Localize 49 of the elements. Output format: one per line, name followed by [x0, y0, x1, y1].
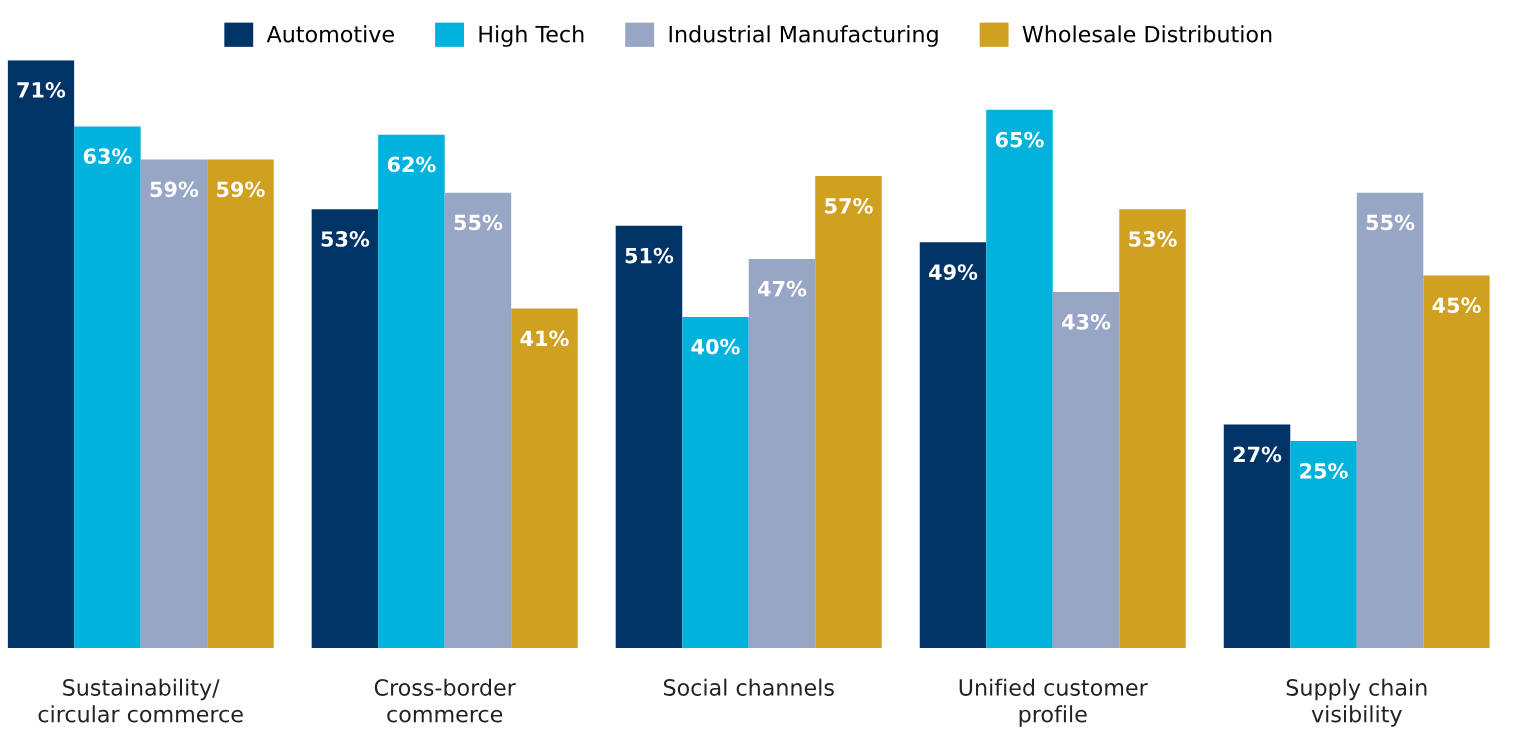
bar [140, 159, 208, 649]
bar [1223, 424, 1291, 649]
bar [311, 209, 379, 649]
data-label: 65% [995, 131, 1044, 148]
bar [511, 308, 578, 649]
bar [682, 316, 749, 649]
x-tick-label: Social channels [663, 678, 834, 696]
data-label: 55% [1366, 214, 1415, 231]
legend-label: Automotive [266, 25, 394, 43]
data-label: 62% [387, 156, 436, 173]
x-tick-label: Cross-border commerce [374, 678, 516, 723]
legend-label: Industrial Manufacturing [669, 25, 938, 47]
bar [615, 225, 683, 649]
data-label: 40% [691, 338, 740, 355]
x-tick-label: Sustainability/ circular commerce [38, 678, 243, 723]
bar [378, 134, 445, 649]
data-label: 59% [217, 181, 265, 198]
bar [207, 159, 274, 649]
data-label: 59% [150, 181, 199, 198]
data-label: 71% [17, 82, 66, 98]
bar [1423, 275, 1490, 649]
bar [74, 126, 141, 649]
bar [1356, 192, 1424, 649]
data-label: 57% [825, 197, 873, 214]
bar [815, 176, 882, 649]
x-tick-label: Supply chain visibility [1286, 678, 1427, 727]
data-label: 47% [757, 280, 807, 297]
bar [7, 60, 75, 649]
legend-label: Wholesale Distribution [1022, 25, 1272, 43]
data-label: 51% [625, 247, 674, 264]
data-label: 25% [1300, 462, 1348, 479]
data-label: 43% [1062, 313, 1111, 330]
data-label: 55% [454, 214, 503, 231]
bar [1052, 292, 1120, 649]
bar [986, 109, 1053, 649]
data-label: 45% [1432, 297, 1481, 314]
data-label: 53% [321, 231, 370, 247]
bar [919, 242, 987, 649]
bar [748, 258, 816, 649]
bar [444, 192, 512, 649]
data-label: 27% [1233, 446, 1282, 463]
bar [1119, 209, 1186, 649]
x-tick-label: Unified customer profile [959, 678, 1148, 727]
data-label: 41% [520, 330, 569, 347]
legend-label: High Tech [479, 25, 584, 47]
data-label: 53% [1129, 231, 1177, 247]
data-label: 63% [83, 148, 132, 165]
bar [1290, 441, 1357, 649]
data-label: 49% [929, 264, 978, 280]
